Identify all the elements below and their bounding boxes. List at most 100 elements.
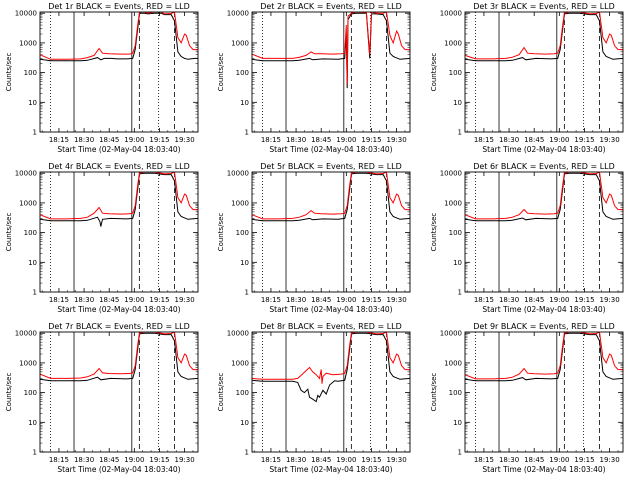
x-tick-label: 19:15: [149, 456, 169, 464]
x-tick-label: 18:15: [261, 296, 281, 304]
chart-panel-9: Det 9r BLACK = Events, RED = LLD Counts/s…: [430, 322, 624, 474]
x-tick-label: 18:30: [74, 296, 94, 304]
y-tick-label: 10: [28, 419, 37, 427]
y-tick-label: 1000: [444, 39, 462, 47]
plot-frame: [464, 11, 624, 133]
y-tick-label: 1: [245, 129, 249, 137]
x-tick-label: 18:15: [49, 296, 69, 304]
chart-panel-2: Det 2r BLACK = Events, RED = LLD Counts/s…: [217, 2, 411, 154]
series-line-lld: [465, 12, 623, 60]
x-tick-label: 18:45: [524, 136, 544, 144]
y-axis-label: Counts/sec: [217, 373, 225, 412]
x-tick-label: 19:15: [149, 296, 169, 304]
y-tick-label: 100: [24, 69, 37, 77]
y-tick-label: 1: [458, 289, 462, 297]
x-tick-label: 18:45: [311, 456, 331, 464]
y-tick-label: 10000: [15, 10, 37, 18]
x-axis-label: Start Time (02-May-04 18:03:40): [269, 465, 392, 474]
series-line-lld: [40, 172, 198, 220]
y-tick-label: 1000: [444, 359, 462, 367]
y-tick-label: 10000: [440, 10, 462, 18]
y-tick-label: 1000: [19, 199, 37, 207]
y-tick-label: 10: [240, 419, 249, 427]
plot-frame: [39, 11, 199, 133]
y-tick-label: 100: [449, 69, 462, 77]
y-tick-label: 1: [33, 289, 37, 297]
x-tick-label: 19:00: [124, 136, 144, 144]
chart-title: Det 2r BLACK = Events, RED = LLD: [260, 2, 402, 11]
y-tick-label: 100: [236, 229, 249, 237]
y-tick-label: 1: [245, 289, 249, 297]
y-tick-label: 10: [28, 99, 37, 107]
x-tick-label: 19:15: [361, 296, 381, 304]
x-tick-label: 18:30: [74, 456, 94, 464]
y-axis-label: Counts/sec: [5, 373, 13, 412]
chart-title: Det 3r BLACK = Events, RED = LLD: [473, 2, 615, 11]
plot-frame: [39, 331, 199, 453]
x-tick-label: 19:00: [124, 296, 144, 304]
x-tick-label: 18:45: [311, 136, 331, 144]
x-tick-label: 18:15: [49, 456, 69, 464]
chart-title: Det 7r BLACK = Events, RED = LLD: [48, 322, 190, 331]
x-tick-label: 18:45: [99, 296, 119, 304]
x-axis-label: Start Time (02-May-04 18:03:40): [57, 305, 180, 314]
x-tick-label: 19:30: [600, 296, 620, 304]
x-tick-label: 18:15: [49, 136, 69, 144]
x-tick-label: 19:30: [175, 296, 195, 304]
y-tick-label: 100: [236, 389, 249, 397]
x-tick-label: 19:30: [387, 456, 407, 464]
x-axis-label: Start Time (02-May-04 18:03:40): [269, 305, 392, 314]
y-tick-label: 10000: [440, 170, 462, 178]
x-tick-label: 18:30: [74, 136, 94, 144]
x-axis-label: Start Time (02-May-04 18:03:40): [482, 465, 605, 474]
series-line-lld: [252, 172, 410, 220]
x-tick-label: 19:00: [336, 456, 356, 464]
y-tick-label: 1000: [231, 199, 249, 207]
y-tick-label: 10000: [227, 10, 249, 18]
y-tick-label: 10: [28, 259, 37, 267]
chart-title: Det 8r BLACK = Events, RED = LLD: [260, 322, 402, 331]
x-tick-label: 19:30: [387, 296, 407, 304]
chart-title: Det 4r BLACK = Events, RED = LLD: [48, 162, 190, 171]
y-tick-label: 10000: [227, 170, 249, 178]
y-tick-label: 1000: [19, 359, 37, 367]
series-line-lld: [465, 172, 623, 220]
x-tick-label: 19:30: [175, 456, 195, 464]
x-tick-label: 19:00: [549, 136, 569, 144]
y-tick-label: 1: [33, 449, 37, 457]
y-axis-label: Counts/sec: [430, 213, 438, 252]
plot-frame: [464, 331, 624, 453]
y-tick-label: 1: [458, 129, 462, 137]
plot-frame: [251, 171, 411, 293]
x-tick-label: 19:15: [361, 136, 381, 144]
chart-panel-4: Det 4r BLACK = Events, RED = LLD Counts/s…: [5, 162, 199, 314]
y-tick-label: 10: [453, 259, 462, 267]
x-tick-label: 18:15: [261, 456, 281, 464]
plot-frame: [39, 171, 199, 293]
y-tick-label: 10000: [440, 330, 462, 338]
x-tick-label: 19:00: [549, 456, 569, 464]
chart-panel-3: Det 3r BLACK = Events, RED = LLD Counts/s…: [430, 2, 624, 154]
x-tick-label: 19:30: [600, 456, 620, 464]
x-axis-label: Start Time (02-May-04 18:03:40): [482, 305, 605, 314]
x-tick-label: 19:30: [175, 136, 195, 144]
x-tick-label: 18:45: [99, 136, 119, 144]
y-tick-label: 100: [24, 229, 37, 237]
x-tick-label: 18:15: [474, 136, 494, 144]
series-line-lld: [40, 12, 198, 60]
x-tick-label: 19:15: [574, 296, 594, 304]
x-tick-label: 19:00: [124, 456, 144, 464]
plot-frame: [251, 331, 411, 453]
x-tick-label: 18:30: [499, 456, 519, 464]
y-tick-label: 1000: [231, 359, 249, 367]
chart-panel-8: Det 8r BLACK = Events, RED = LLD Counts/s…: [217, 322, 411, 474]
x-tick-label: 18:30: [286, 296, 306, 304]
x-tick-label: 19:00: [336, 296, 356, 304]
y-axis-label: Counts/sec: [217, 213, 225, 252]
x-tick-label: 18:15: [474, 456, 494, 464]
x-tick-label: 19:15: [574, 456, 594, 464]
y-axis-label: Counts/sec: [217, 53, 225, 92]
y-tick-label: 1000: [444, 199, 462, 207]
y-tick-label: 100: [449, 389, 462, 397]
